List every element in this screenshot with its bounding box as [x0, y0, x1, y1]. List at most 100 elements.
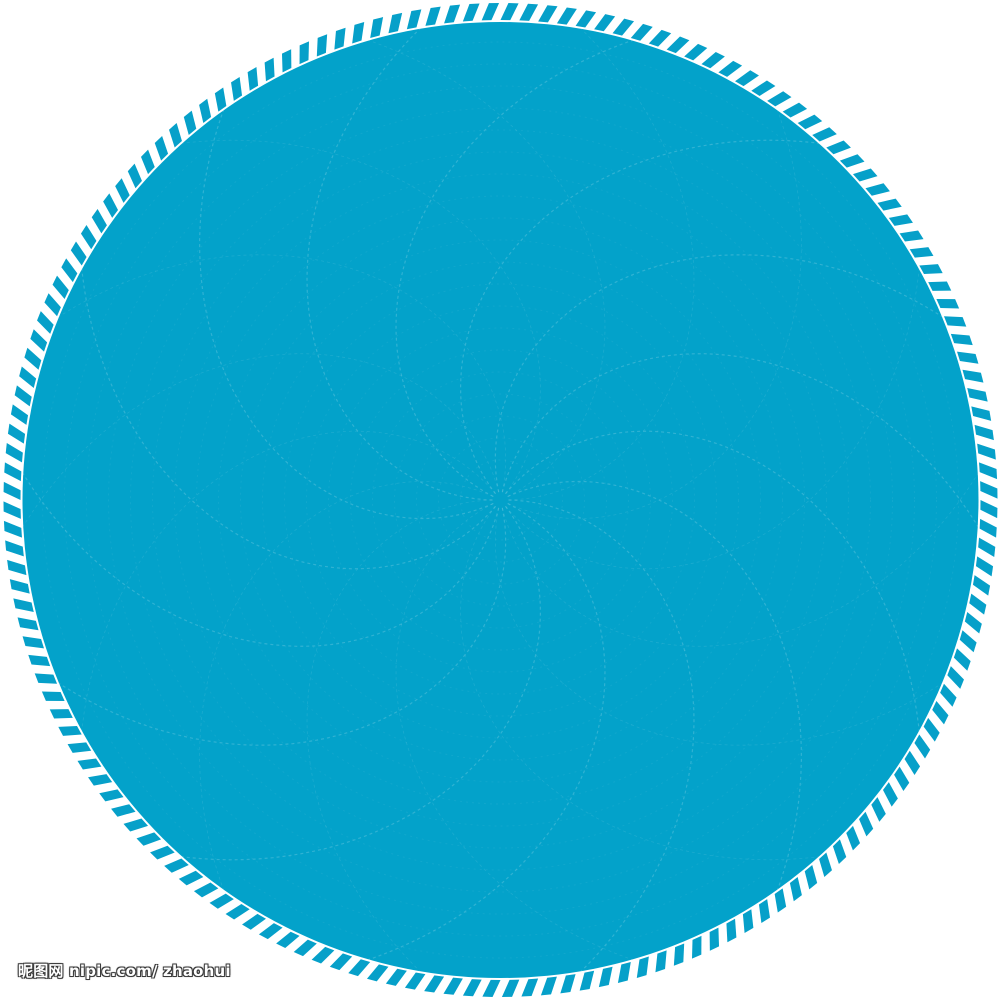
rim-stripe [774, 888, 787, 913]
rim-stripe [971, 406, 992, 421]
rim-stripe [899, 230, 924, 242]
rim-stripe [443, 977, 463, 995]
texture-ring [328, 327, 673, 673]
rim-stripe [812, 127, 837, 142]
rim-stripe [37, 311, 54, 334]
texture-ring [64, 63, 937, 937]
rim-stripe [655, 950, 667, 973]
rim-stripe [979, 462, 998, 480]
rim-stripe [832, 839, 847, 864]
texture-ring [460, 459, 541, 541]
rim-stripe [928, 281, 952, 291]
rim-stripe [299, 41, 309, 65]
rim-stripe [846, 825, 861, 851]
rim-stripe [99, 789, 124, 802]
texture-ring [152, 151, 849, 849]
rim-stripe [404, 972, 426, 990]
rim-stripe [444, 4, 461, 24]
rim-stripe [560, 974, 576, 994]
texture-ring [108, 107, 893, 893]
texture-ring [350, 349, 651, 651]
rim-stripe [953, 648, 971, 671]
rim-stripe [789, 876, 802, 902]
rim-stripe [826, 140, 851, 155]
rim-stripe [819, 852, 832, 877]
rim-stripe [871, 797, 886, 822]
rim-stripe [3, 501, 21, 519]
rim-stripe [247, 67, 259, 91]
rim-stripe [617, 961, 631, 983]
rim-stripe [4, 462, 22, 482]
rim-stripe [969, 593, 987, 615]
rim-stripe [154, 136, 169, 161]
rim-stripe [214, 87, 227, 112]
rim-stripe [115, 178, 130, 203]
rim-stripe [258, 923, 283, 940]
rim-stripe [648, 29, 672, 47]
rim-stripe [923, 717, 940, 742]
rim-stripe [540, 976, 557, 996]
rim-stripe [882, 782, 898, 807]
rim-stripe [521, 978, 539, 997]
rim-stripe [684, 43, 708, 61]
rim-stripe [178, 870, 204, 886]
rim-stripe [199, 98, 212, 124]
texture-ring [284, 283, 717, 717]
rim-stripe [575, 10, 597, 28]
rim-stripe [136, 832, 162, 846]
texture-ring [306, 305, 695, 695]
rim-stripe [979, 518, 997, 538]
texture-ring [174, 173, 827, 827]
rim-stripe [519, 3, 539, 21]
rim-stripe [169, 123, 182, 148]
rim-stripe [932, 700, 949, 725]
rim-stripe [692, 935, 702, 959]
rim-stripe [7, 559, 27, 576]
rim-stripe [264, 57, 275, 82]
rim-stripe [804, 864, 818, 890]
rim-stripe [904, 750, 921, 775]
rim-stripe [24, 347, 42, 370]
rim-stripe [70, 241, 87, 266]
rim-stripe [425, 6, 441, 26]
rim-stripe [962, 369, 984, 383]
rim-stripe [30, 329, 48, 352]
rim-stripe [538, 5, 558, 23]
rim-stripe [852, 168, 878, 182]
rim-stripe [28, 654, 51, 667]
rim-stripe [859, 811, 874, 837]
rim-stripe [914, 734, 931, 759]
texture-ring [416, 415, 585, 585]
rim-stripe [977, 443, 996, 460]
rim-stripe [225, 904, 250, 920]
rim-stripe [556, 7, 577, 25]
rim-stripe [127, 163, 142, 189]
rim-stripe [594, 14, 616, 32]
texture-ring [262, 261, 739, 739]
rim-stripe [311, 946, 335, 964]
rim-stripe [462, 3, 480, 22]
texture-ring [438, 437, 563, 563]
rim-stripe [735, 70, 759, 87]
rim-stripe [701, 52, 725, 69]
rim-stripe [579, 970, 595, 991]
rim-stripe [5, 442, 23, 463]
rim-stripe [630, 23, 653, 41]
rim-stripe [3, 481, 21, 500]
rim-stripe [9, 579, 30, 594]
texture-ring [130, 129, 871, 871]
rim-stripe [943, 316, 967, 327]
rim-stripe [22, 636, 44, 649]
rim-stripe [19, 366, 37, 388]
rim-stripe [41, 691, 65, 701]
rim-stripe [975, 556, 994, 577]
texture-ring [372, 371, 629, 629]
rim-stripe [598, 966, 613, 988]
rim-stripe [888, 214, 913, 226]
rim-stripe [919, 264, 943, 275]
rim-stripe [957, 351, 979, 364]
watermark-text: 昵图网 nipic.com/ zhaohui [18, 962, 231, 980]
rim-stripe [978, 537, 996, 558]
rim-stripe [974, 424, 994, 441]
